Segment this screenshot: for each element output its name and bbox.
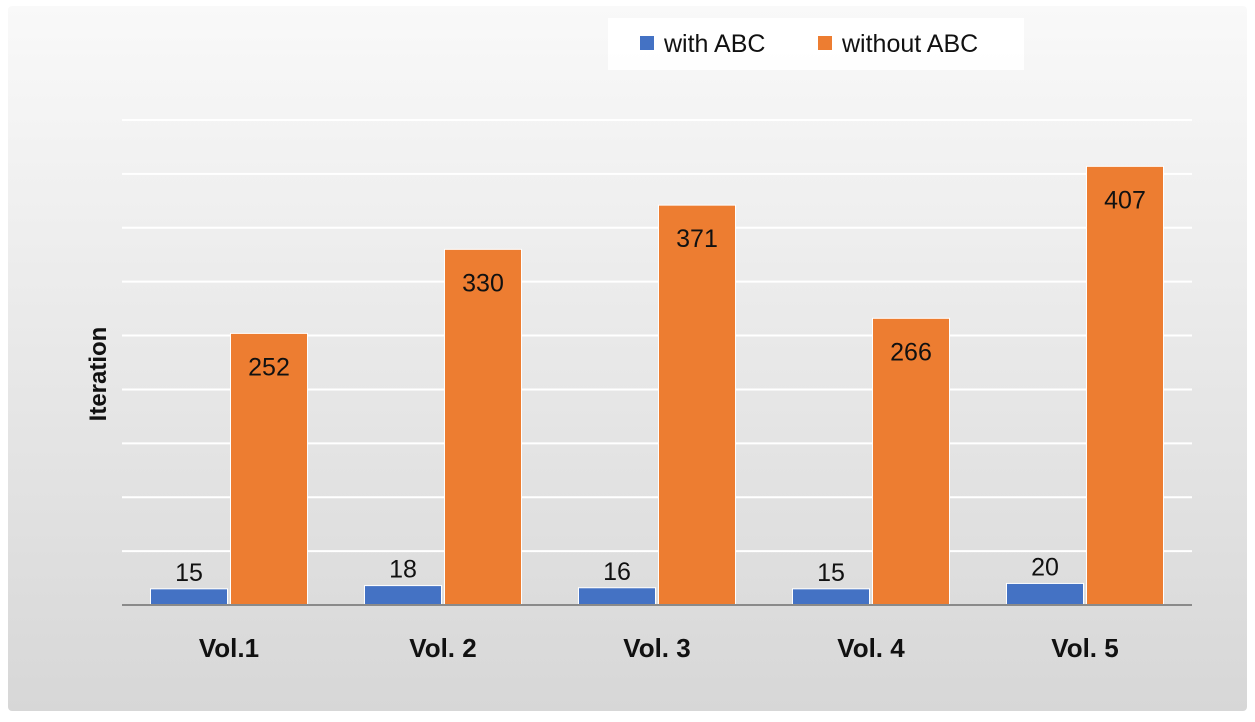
data-label: 407 xyxy=(1104,186,1146,214)
bar-with-abc xyxy=(364,585,442,606)
x-tick-label: Vol. 5 xyxy=(1051,633,1118,663)
bar-without-abc xyxy=(1086,165,1164,606)
data-label: 20 xyxy=(1031,553,1059,581)
gridlines xyxy=(122,119,1192,553)
legend-swatch xyxy=(640,36,654,50)
x-tick-label: Vol.1 xyxy=(199,633,259,663)
data-label: 15 xyxy=(817,559,845,587)
bar-without-abc xyxy=(230,332,308,606)
bars xyxy=(150,165,1164,606)
bar-with-abc xyxy=(150,588,228,606)
bar-with-abc xyxy=(792,588,870,606)
legend-swatch xyxy=(818,36,832,50)
legend-box xyxy=(608,18,1024,70)
x-axis: Vol.1 Vol. 2 Vol. 3 Vol. 4 Vol. 5 xyxy=(122,604,1192,663)
bar-with-abc xyxy=(578,587,656,606)
bar-without-abc xyxy=(658,204,736,606)
data-label: 15 xyxy=(175,559,203,587)
data-label: 371 xyxy=(676,225,718,253)
legend-label: with ABC xyxy=(663,30,765,58)
x-tick-label: Vol. 2 xyxy=(409,633,476,663)
y-axis-label: Iteration xyxy=(85,327,112,422)
x-tick-label: Vol. 4 xyxy=(837,633,905,663)
data-label: 16 xyxy=(603,558,631,586)
data-label: 18 xyxy=(389,556,417,584)
bar-without-abc xyxy=(444,248,522,606)
data-label: 266 xyxy=(890,338,932,366)
data-labels: 15 252 18 330 16 371 15 266 20 407 xyxy=(175,186,1146,586)
data-label: 330 xyxy=(462,269,504,297)
bar-without-abc xyxy=(872,317,950,606)
legend: with ABC without ABC xyxy=(608,18,1024,70)
bar-with-abc xyxy=(1006,582,1084,606)
legend-label: without ABC xyxy=(841,30,978,58)
x-tick-label: Vol. 3 xyxy=(623,633,690,663)
data-label: 252 xyxy=(248,353,290,381)
